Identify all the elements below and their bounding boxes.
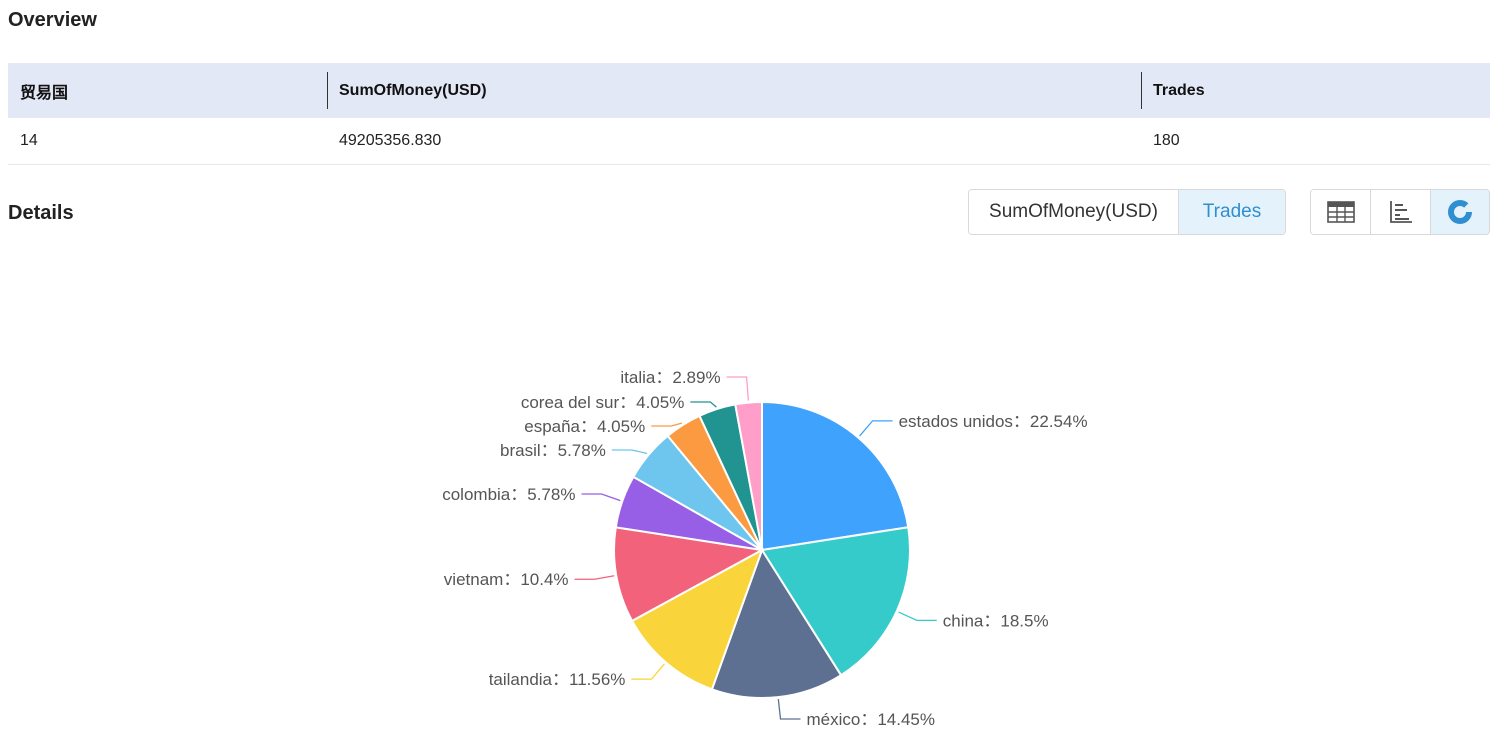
leader-line-tailandia — [631, 663, 665, 680]
pie-label-china: china：18.5% — [943, 611, 1049, 630]
cell-trades: 180 — [1141, 118, 1490, 165]
pie-slice-estados-unidos[interactable] — [761, 400, 910, 552]
leader-line-corea-del-sur — [690, 401, 717, 408]
view-toggle — [1310, 189, 1490, 235]
pie-labels: estados unidos：22.54% china：18.5% méxico：1… — [442, 368, 1087, 729]
pie-label-brasil: brasil：5.78% — [500, 441, 606, 460]
pie-view-button[interactable] — [1429, 190, 1489, 234]
pie-label-vietnam: vietnam：10.4% — [444, 570, 569, 589]
sum-of-money-toggle[interactable]: SumOfMoney(USD) — [969, 190, 1179, 234]
pie-label-corea-del-sur: corea del sur：4.05% — [521, 393, 684, 412]
pie-chart: estados unidos：22.54% china：18.5% méxico：1… — [442, 368, 1087, 729]
pie-slice-tailandia[interactable] — [630, 547, 764, 691]
overview-table: 贸易国 SumOfMoney(USD) Trades 14 49205356.8… — [8, 63, 1490, 165]
pie-label-tailandia: tailandia：11.56% — [489, 670, 626, 689]
table-icon — [1326, 201, 1355, 223]
header-trade-country: 贸易国 — [8, 63, 327, 118]
leader-line-brasil — [611, 449, 648, 455]
pie-label-espana: españa：4.05% — [524, 417, 645, 436]
pie-leader-lines — [574, 376, 937, 720]
pie-slice-mexico[interactable] — [710, 547, 843, 699]
bar-chart-icon — [1389, 201, 1412, 223]
details-title: Details — [8, 202, 74, 224]
leader-line-china — [898, 611, 937, 621]
table-row: 14 49205356.830 180 — [8, 118, 1490, 165]
header-sum-of-money: SumOfMoney(USD) — [327, 63, 1141, 118]
leader-line-espana — [651, 422, 683, 427]
pie-label-italia: italia：2.89% — [620, 368, 720, 387]
overview-title: Overview — [8, 9, 97, 31]
leader-line-colombia — [581, 493, 621, 502]
cell-trade-country: 14 — [8, 118, 327, 165]
table-view-button[interactable] — [1311, 190, 1371, 234]
pie-slices — [613, 400, 911, 699]
pie-slice-vietnam[interactable] — [613, 526, 766, 623]
overview-header-row: 贸易国 SumOfMoney(USD) Trades — [8, 63, 1490, 118]
bar-view-button[interactable] — [1370, 190, 1430, 234]
pie-label-estados-unidos: estados unidos：22.54% — [899, 412, 1088, 431]
trades-toggle[interactable]: Trades — [1179, 190, 1285, 234]
leader-line-estados-unidos — [859, 420, 893, 437]
cell-sum-of-money: 49205356.830 — [327, 118, 1141, 165]
pie-slice-china[interactable] — [760, 526, 911, 677]
header-trades: Trades — [1141, 63, 1490, 118]
pie-slice-italia[interactable] — [734, 400, 763, 551]
leader-line-vietnam — [574, 575, 615, 580]
leader-line-mexico — [777, 699, 801, 720]
pie-label-colombia: colombia：5.78% — [442, 485, 575, 504]
leader-line-italia — [726, 376, 750, 401]
metric-toggle: SumOfMoney(USD) Trades — [968, 189, 1286, 235]
pie-chart-icon — [1447, 200, 1472, 224]
pie-label-mexico: méxico：14.45% — [806, 710, 935, 729]
